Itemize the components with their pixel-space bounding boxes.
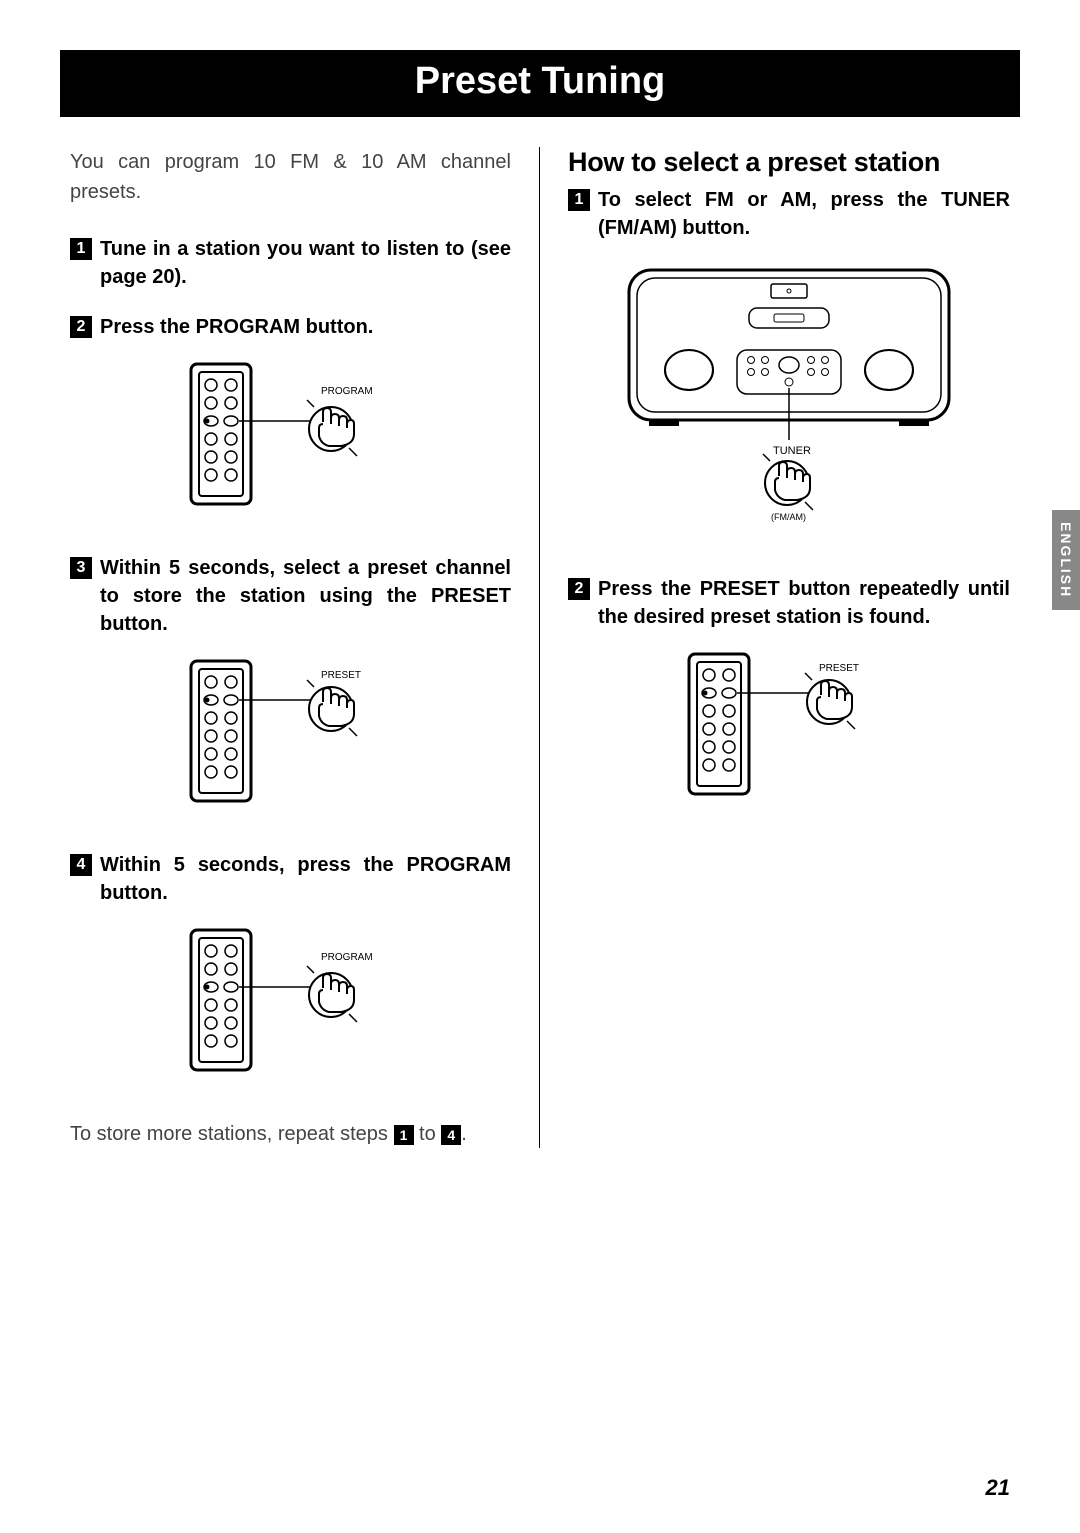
right-step-1: 1 To select FM or AM, press the TUNER (F… — [568, 186, 1010, 535]
program-label: PROGRAM — [321, 386, 373, 397]
step-number-inline-icon: 1 — [394, 1125, 414, 1145]
svg-text:PROGRAM: PROGRAM — [321, 952, 373, 963]
step-body: Within 5 seconds, press the PROGRAM butt… — [100, 851, 511, 907]
step-number-icon: 3 — [70, 557, 92, 579]
step-body: Press the PRESET button repeatedly until… — [598, 575, 1010, 631]
left-step-4: 4 Within 5 seconds, press the PROGRAM bu… — [70, 851, 511, 1080]
step-number-icon: 2 — [70, 316, 92, 338]
section-heading: How to select a preset station — [568, 147, 1010, 178]
step-number-icon: 2 — [568, 578, 590, 600]
page-number: 21 — [986, 1475, 1010, 1501]
remote-program-figure: PROGRAM — [70, 359, 511, 514]
remote-preset-figure: PRESET — [70, 656, 511, 811]
step-number-icon: 1 — [70, 238, 92, 260]
left-step-1: 1 Tune in a station you want to listen t… — [70, 235, 511, 291]
device-tuner-figure: TUNER (FM/AM) — [568, 260, 1010, 535]
step-number-icon: 4 — [70, 854, 92, 876]
content-columns: You can program 10 FM & 10 AM channel pr… — [60, 147, 1020, 1148]
remote-preset-figure-2: PRESET — [568, 649, 1010, 804]
left-step-3: 3 Within 5 seconds, select a preset chan… — [70, 554, 511, 811]
step-body: To select FM or AM, press the TUNER (FM/… — [598, 186, 1010, 242]
repeat-note: To store more stations, repeat steps 1 t… — [70, 1120, 511, 1148]
right-step-2: 2 Press the PRESET button repeatedly unt… — [568, 575, 1010, 804]
svg-text:PRESET: PRESET — [819, 663, 859, 674]
step-body: Tune in a station you want to listen to … — [100, 235, 511, 291]
manual-page: Preset Tuning You can program 10 FM & 10… — [0, 0, 1080, 1533]
svg-text:TUNER: TUNER — [773, 445, 811, 457]
step-number-icon: 1 — [568, 189, 590, 211]
right-column: How to select a preset station 1 To sele… — [540, 147, 1020, 1148]
page-title: Preset Tuning — [60, 50, 1020, 117]
left-column: You can program 10 FM & 10 AM channel pr… — [60, 147, 540, 1148]
intro-text: You can program 10 FM & 10 AM channel pr… — [70, 147, 511, 207]
step-number-inline-icon: 4 — [441, 1125, 461, 1145]
remote-program-figure-2: PROGRAM — [70, 925, 511, 1080]
language-tab: ENGLISH — [1052, 510, 1080, 610]
left-step-2: 2 Press the PROGRAM button. — [70, 313, 511, 514]
svg-text:(FM/AM): (FM/AM) — [771, 512, 806, 522]
step-body: Press the PROGRAM button. — [100, 313, 511, 341]
svg-text:PRESET: PRESET — [321, 670, 361, 681]
step-body: Within 5 seconds, select a preset channe… — [100, 554, 511, 638]
